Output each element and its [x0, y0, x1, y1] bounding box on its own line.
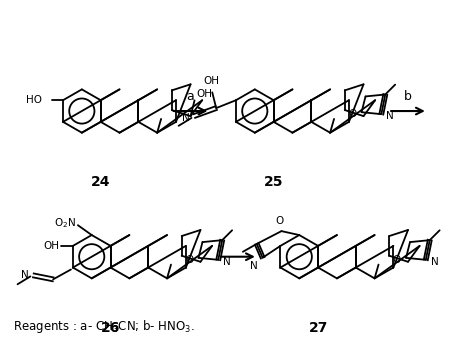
- Text: OH: OH: [197, 89, 212, 100]
- Text: N: N: [223, 257, 231, 267]
- Text: 26: 26: [101, 321, 120, 335]
- Text: N: N: [21, 270, 28, 281]
- Text: 24: 24: [91, 175, 110, 189]
- Text: 25: 25: [264, 175, 283, 189]
- Text: O$_2$N: O$_2$N: [54, 216, 76, 230]
- Text: O: O: [348, 109, 356, 119]
- Text: N: N: [431, 257, 438, 267]
- Text: N: N: [386, 111, 394, 121]
- Text: OH: OH: [203, 76, 219, 87]
- Text: Reagents : a- CH$_3$CN; b- HNO$_3$.: Reagents : a- CH$_3$CN; b- HNO$_3$.: [13, 319, 195, 335]
- Text: HO: HO: [26, 95, 42, 105]
- Text: 27: 27: [309, 321, 328, 335]
- Text: a: a: [187, 90, 194, 103]
- Text: N: N: [250, 260, 258, 271]
- Text: O: O: [185, 255, 193, 265]
- Text: O: O: [275, 216, 283, 226]
- Text: N: N: [182, 113, 190, 123]
- Text: O: O: [393, 255, 401, 265]
- Text: OH: OH: [43, 241, 59, 251]
- Text: b: b: [404, 90, 412, 103]
